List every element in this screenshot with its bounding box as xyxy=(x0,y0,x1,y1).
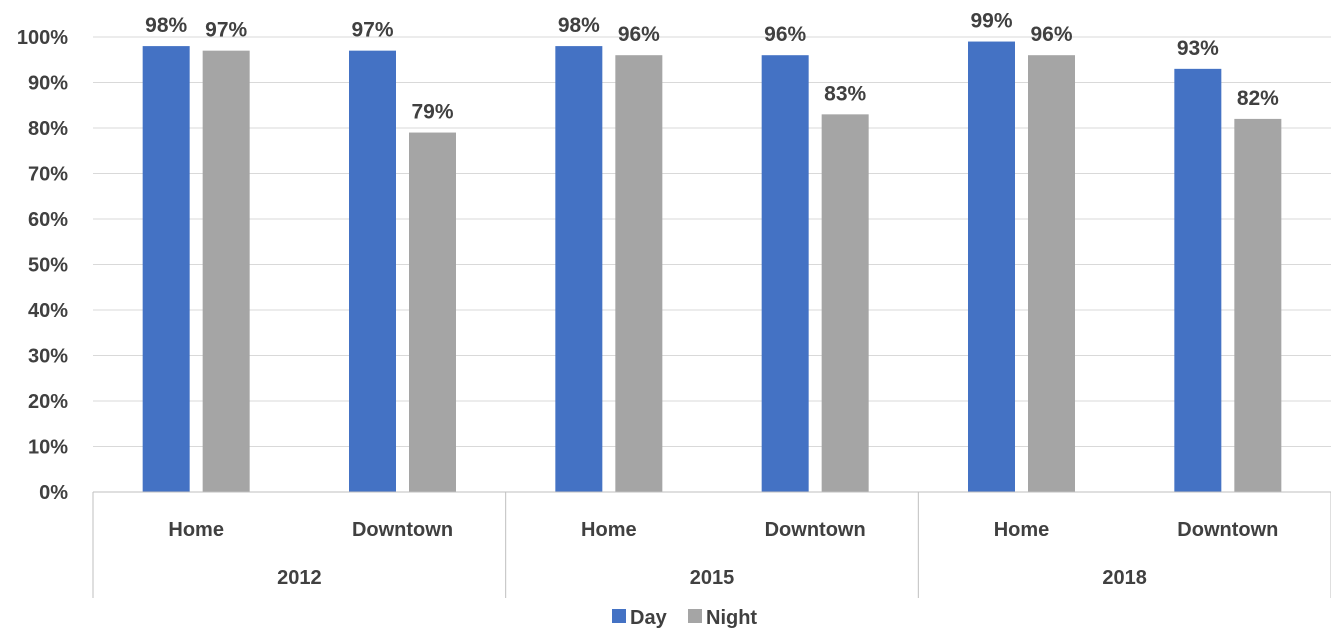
y-tick-label: 10% xyxy=(28,437,68,459)
data-label: 96% xyxy=(618,23,660,46)
bar-day xyxy=(1174,68,1222,492)
y-axis: 0% 10% 20% 30% 40% 50% 60% 70% 80% 90% 100% xyxy=(17,27,68,504)
y-tick-label: 60% xyxy=(28,209,68,231)
bar-night xyxy=(202,50,250,493)
data-label: 82% xyxy=(1237,87,1279,110)
x-group-label: 2018 xyxy=(1102,567,1147,589)
data-label: 96% xyxy=(764,23,806,46)
legend-swatch-day xyxy=(612,609,626,623)
data-label: 96% xyxy=(1030,23,1072,46)
y-tick-label: 40% xyxy=(28,300,68,322)
data-label: 98% xyxy=(558,14,600,37)
y-tick-label: 80% xyxy=(28,118,68,140)
legend-label-day: Day xyxy=(630,607,668,629)
x-category-label: Home xyxy=(168,519,224,541)
x-axis: Home Downtown Home Downtown Home Downtown 2012… xyxy=(92,491,1331,598)
data-label: 99% xyxy=(970,10,1012,33)
y-tick-label: 30% xyxy=(28,346,68,368)
legend-swatch-night xyxy=(688,609,702,623)
x-category-label: Downtown xyxy=(352,519,453,541)
bar-night xyxy=(1234,118,1282,493)
gridlines xyxy=(93,36,1331,447)
bar-day xyxy=(349,50,396,493)
x-group-label: 2015 xyxy=(690,567,735,589)
bar-night xyxy=(1028,55,1075,492)
y-tick-label: 20% xyxy=(28,391,68,413)
legend-label-night: Night xyxy=(706,607,757,629)
data-label: 83% xyxy=(824,82,866,105)
x-category-label: Home xyxy=(994,519,1050,541)
y-tick-label: 90% xyxy=(28,73,68,95)
x-category-label: Home xyxy=(581,519,637,541)
bar-night xyxy=(615,55,663,492)
data-label: 97% xyxy=(351,19,393,42)
bar-day xyxy=(142,46,190,492)
x-category-label: Downtown xyxy=(1177,519,1278,541)
bars xyxy=(142,41,1282,493)
y-tick-label: 100% xyxy=(17,27,68,49)
x-group-label: 2012 xyxy=(277,567,322,589)
legend: Day Night xyxy=(612,607,757,629)
bar-day xyxy=(968,41,1015,493)
y-tick-label: 50% xyxy=(28,255,68,277)
data-label: 97% xyxy=(205,19,247,42)
data-label: 79% xyxy=(411,101,453,124)
x-category-label: Downtown xyxy=(765,519,866,541)
data-label: 98% xyxy=(145,14,187,37)
bar-day xyxy=(761,55,809,492)
bar-night xyxy=(409,132,456,493)
y-tick-label: 70% xyxy=(28,164,68,186)
data-labels: 98% 97% 98% 96% 99% 93% 97% 79% 96% 83% 96% 82% xyxy=(145,10,1279,124)
data-label: 93% xyxy=(1177,37,1219,60)
y-tick-label: 0% xyxy=(39,482,68,504)
bar-night xyxy=(821,114,869,492)
bar-day xyxy=(555,46,603,492)
